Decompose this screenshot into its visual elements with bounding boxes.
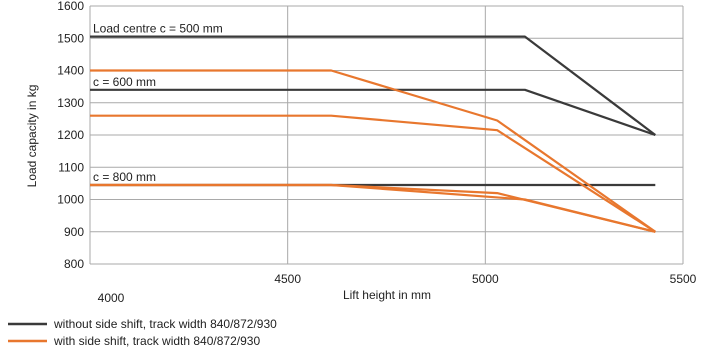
x-tick-label: 4500 xyxy=(274,272,301,286)
series-lines xyxy=(90,35,656,233)
series-line-without xyxy=(90,88,656,137)
x-tick-label: 5500 xyxy=(670,272,697,286)
series-line-with xyxy=(90,183,656,233)
legend: without side shift, track width 840/872/… xyxy=(8,317,277,348)
legend-label: without side shift, track width 840/872/… xyxy=(53,317,277,331)
annotations: Load centre c = 500 mm c = 600 mm c = 800 … xyxy=(93,22,223,184)
series-annotation: c = 800 mm xyxy=(93,170,156,184)
x-tick-label: 4000 xyxy=(98,291,125,305)
y-tick-label: 1300 xyxy=(57,96,84,110)
series-line-with xyxy=(90,114,656,233)
series-annotation: Load centre c = 500 mm xyxy=(93,22,223,36)
series-line-with xyxy=(90,69,656,233)
y-axis-title: Load capacity in kg xyxy=(25,85,39,188)
x-axis-title: Lift height in mm xyxy=(343,288,431,302)
y-tick-label: 1600 xyxy=(57,0,84,13)
grid xyxy=(89,5,684,265)
x-tick-label: 5000 xyxy=(472,272,499,286)
y-tick-label: 1400 xyxy=(57,64,84,78)
tick-labels: 800 900 1000 1100 1200 1300 1400 1500 1600 4000 45… xyxy=(57,0,696,305)
y-tick-label: 1500 xyxy=(57,31,84,45)
series-annotation: c = 600 mm xyxy=(93,75,156,89)
y-tick-label: 1200 xyxy=(57,128,84,142)
y-tick-label: 800 xyxy=(64,257,84,271)
series-line-without xyxy=(90,35,656,136)
y-tick-label: 1000 xyxy=(57,193,84,207)
legend-label: with side shift, track width 840/872/930 xyxy=(53,334,260,348)
y-tick-label: 1100 xyxy=(58,160,84,174)
series-line-with xyxy=(90,183,656,233)
y-tick-label: 900 xyxy=(64,225,84,239)
